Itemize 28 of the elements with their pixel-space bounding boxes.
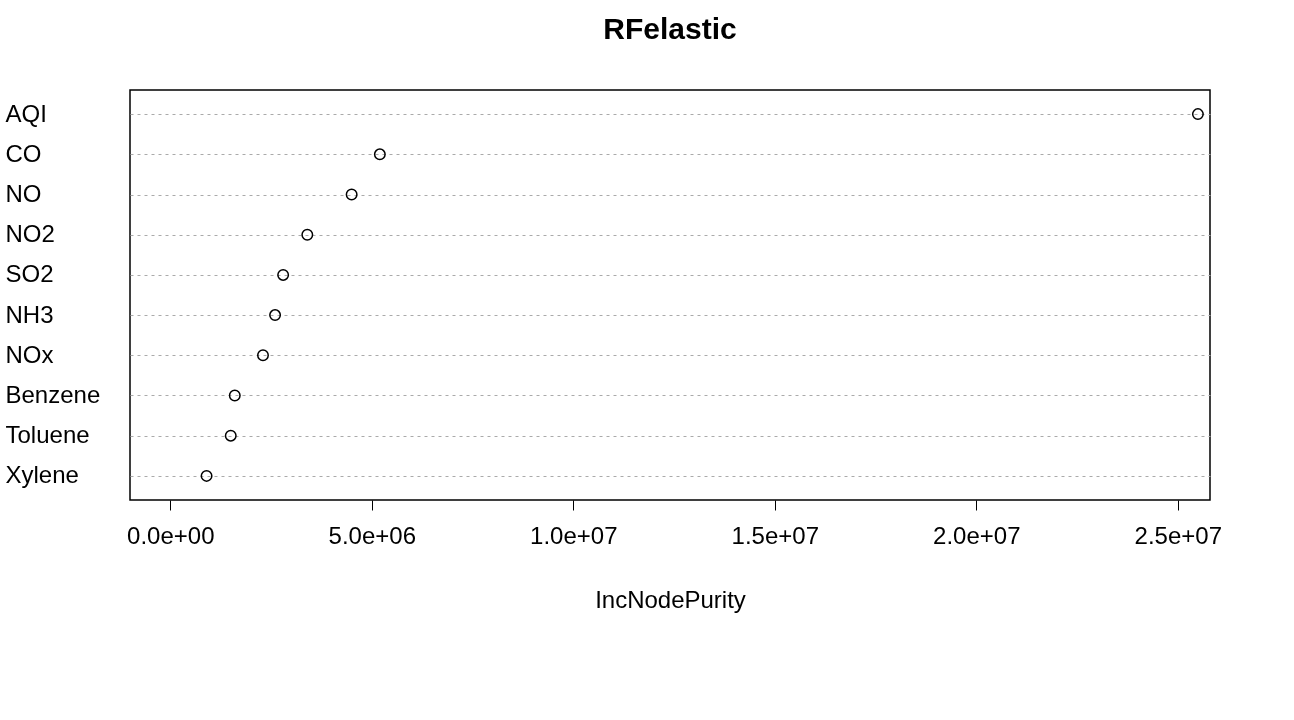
x-tick-label: 2.5e+07: [1134, 521, 1222, 549]
y-tick-label: NOx: [5, 340, 54, 368]
chart-title: RFelastic: [603, 12, 737, 45]
point: [224, 429, 237, 442]
point: [1191, 108, 1204, 121]
x-axis-title: IncNodePurity: [595, 585, 746, 613]
y-tick-label: NH3: [5, 300, 54, 328]
y-tick-label: Toluene: [5, 421, 90, 449]
y-tick-label: SO2: [5, 260, 54, 288]
point: [228, 389, 241, 402]
point: [345, 188, 358, 201]
point: [373, 148, 386, 161]
point: [200, 469, 213, 482]
y-tick-label: Xylene: [5, 461, 79, 489]
point: [269, 309, 282, 322]
point: [256, 349, 269, 362]
point: [277, 268, 290, 281]
y-tick-label: NO: [5, 180, 42, 208]
x-tick-label: 5.0e+06: [328, 521, 416, 549]
point: [301, 228, 314, 241]
x-tick-label: 1.0e+07: [530, 521, 618, 549]
x-tick-label: 0.0e+00: [127, 521, 215, 549]
y-tick-label: NO2: [5, 220, 55, 248]
x-tick-label: 1.5e+07: [731, 521, 819, 549]
y-tick-label: CO: [5, 139, 42, 167]
x-tick-label: 2.0e+07: [933, 521, 1021, 549]
y-tick-label: AQI: [5, 99, 47, 127]
y-tick-label: Benzene: [5, 380, 101, 408]
